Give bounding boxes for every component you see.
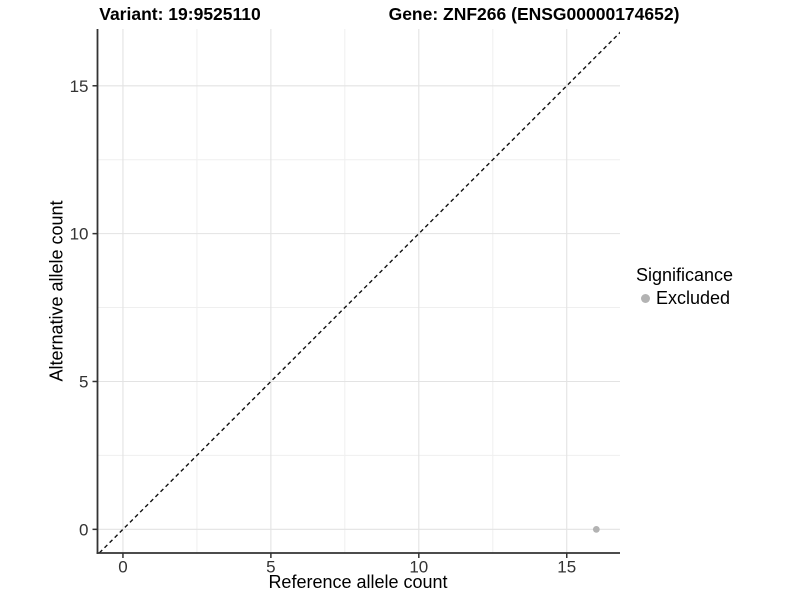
x-tick-label: 0 — [118, 558, 127, 577]
x-tick-label: 5 — [266, 558, 275, 577]
y-tick-label: 0 — [79, 520, 88, 539]
y-tick-label: 10 — [70, 225, 89, 244]
plot-title-variant: Variant: 19:9525110 — [99, 4, 261, 24]
y-tick-label: 15 — [70, 77, 89, 96]
x-tick-label: 15 — [557, 558, 576, 577]
y-axis-title: Alternative allele count — [46, 200, 67, 382]
legend: Significance Excluded — [636, 265, 733, 309]
plot-title-gene: Gene: ZNF266 (ENSG00000174652) — [388, 4, 680, 24]
data-point — [592, 525, 600, 533]
x-tick-label: 10 — [409, 558, 428, 577]
y-tick-label: 5 — [79, 372, 88, 391]
legend-item-label: Excluded — [656, 288, 731, 308]
legend-point-icon — [641, 294, 650, 303]
legend-item-excluded: Excluded — [636, 288, 733, 309]
x-axis-title: Reference allele count — [268, 572, 448, 592]
identity-reference-line — [98, 31, 620, 553]
legend-title: Significance — [636, 265, 734, 285]
